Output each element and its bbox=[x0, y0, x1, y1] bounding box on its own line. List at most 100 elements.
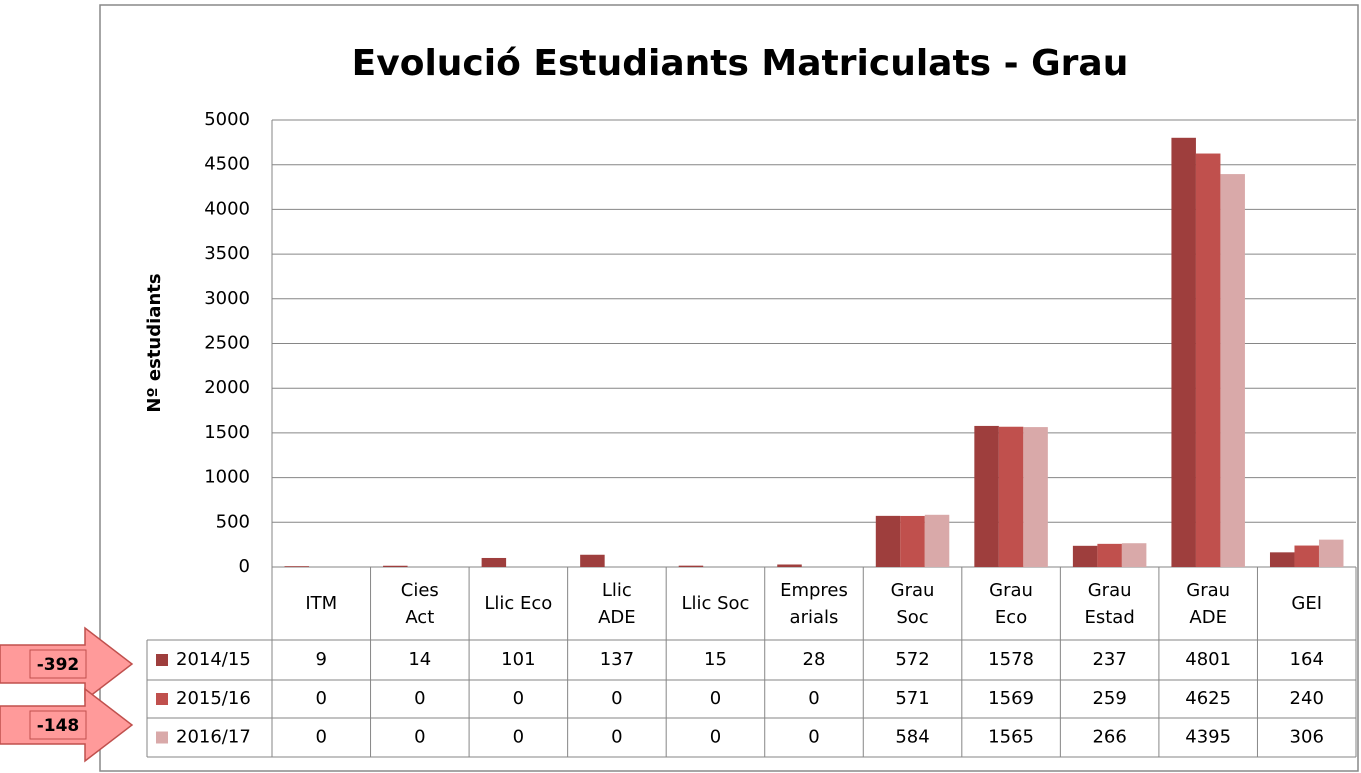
x-tick-label: Empres arials bbox=[780, 579, 848, 628]
bar bbox=[1171, 137, 1196, 568]
x-tick-label: Grau Eco bbox=[989, 579, 1033, 628]
bar bbox=[1023, 427, 1048, 567]
bar bbox=[974, 425, 999, 567]
table-value: 0 bbox=[710, 727, 721, 748]
chart-title: Evolució Estudiants Matriculats - Grau bbox=[352, 43, 1129, 84]
table-value: 9 bbox=[316, 649, 327, 670]
bar bbox=[1294, 545, 1319, 567]
bar bbox=[284, 566, 310, 567]
table-value: 28 bbox=[803, 649, 826, 670]
bar bbox=[1269, 552, 1295, 567]
table-value: 584 bbox=[895, 727, 929, 748]
y-tick-label: 2500 bbox=[204, 333, 250, 354]
table-value: 1565 bbox=[988, 727, 1034, 748]
table-value: 0 bbox=[513, 688, 524, 709]
category-cell: Grau Estad bbox=[1084, 579, 1135, 628]
bar bbox=[481, 557, 507, 567]
annotation: -392 bbox=[37, 655, 80, 675]
bar bbox=[1072, 545, 1098, 567]
y-tick-label: 4500 bbox=[204, 154, 250, 175]
table-value: 0 bbox=[808, 688, 819, 709]
table-value: 15 bbox=[704, 649, 727, 670]
y-tick-label: 5000 bbox=[204, 109, 250, 130]
legend-label: 2014/15 bbox=[176, 649, 251, 670]
category-cell: Grau Eco bbox=[989, 579, 1033, 628]
arrow: -392 -148 bbox=[0, 626, 134, 763]
table-value: 0 bbox=[316, 688, 327, 709]
y-tick-label: 2000 bbox=[204, 377, 250, 398]
legend-label: 2016/17 bbox=[176, 727, 251, 748]
y-tick-label: 500 bbox=[216, 511, 250, 532]
bar bbox=[924, 514, 950, 567]
bar bbox=[900, 515, 925, 567]
category-cell: Llic ADE bbox=[598, 579, 636, 628]
category-cell: Llic Soc bbox=[681, 593, 750, 614]
bar bbox=[777, 564, 802, 567]
x-tick-label: Llic Eco bbox=[484, 593, 553, 614]
legend-swatch bbox=[156, 654, 168, 666]
y-tick-label: 1000 bbox=[204, 467, 250, 488]
bar bbox=[1097, 543, 1122, 567]
x-tick-label: GEI bbox=[1291, 593, 1323, 614]
x-tick-label: ITM bbox=[305, 593, 338, 614]
category-cell: Grau ADE bbox=[1186, 579, 1231, 628]
legend-swatch bbox=[156, 693, 168, 705]
table-value: 4801 bbox=[1185, 649, 1231, 670]
table-value: 0 bbox=[414, 688, 425, 709]
annotation-box bbox=[29, 710, 87, 740]
table-value: 259 bbox=[1092, 688, 1126, 709]
table-value: 0 bbox=[316, 727, 327, 748]
legend-swatch bbox=[156, 731, 168, 744]
x-tick-label: Grau Estad bbox=[1084, 579, 1135, 628]
category-cell: Empres arials bbox=[780, 579, 848, 628]
x-tick-label: Grau Soc bbox=[890, 579, 935, 628]
table-value: 306 bbox=[1290, 727, 1324, 748]
table-value: 571 bbox=[895, 688, 929, 709]
table-value: 137 bbox=[600, 649, 634, 670]
table-value: 4395 bbox=[1185, 727, 1231, 748]
table-value: 1569 bbox=[988, 688, 1034, 709]
category-cell: ITM bbox=[305, 593, 338, 614]
category-cell: Cies Act bbox=[400, 579, 439, 628]
bar bbox=[1121, 543, 1147, 567]
bar bbox=[383, 565, 408, 567]
bar bbox=[580, 554, 605, 567]
table-value: 237 bbox=[1092, 649, 1126, 670]
category-cell: GEI bbox=[1291, 593, 1323, 614]
table-value: 0 bbox=[611, 688, 622, 709]
annotation: -148 bbox=[37, 716, 80, 736]
y-tick-label: 4000 bbox=[204, 198, 250, 219]
category-cell: Llic Eco bbox=[484, 593, 553, 614]
table-value: 0 bbox=[513, 727, 524, 748]
table-value: 240 bbox=[1290, 688, 1324, 709]
table-value: 572 bbox=[895, 649, 929, 670]
bar bbox=[875, 515, 901, 567]
legend-label: 2015/16 bbox=[176, 688, 251, 709]
table-value: 0 bbox=[808, 727, 819, 748]
y-tick-label: 1500 bbox=[204, 422, 250, 443]
table-value: 0 bbox=[611, 727, 622, 748]
bar bbox=[1318, 539, 1344, 567]
y-tick-label: 3000 bbox=[204, 288, 250, 309]
table-value: 14 bbox=[408, 649, 431, 670]
table-value: 0 bbox=[414, 727, 425, 748]
table-value: 266 bbox=[1092, 727, 1126, 748]
y-tick-label: 0 bbox=[239, 556, 250, 577]
x-tick-label: Llic ADE bbox=[598, 579, 636, 628]
bar bbox=[1195, 153, 1221, 567]
table-value: 101 bbox=[501, 649, 535, 670]
table-value: 1578 bbox=[988, 649, 1034, 670]
bar bbox=[998, 426, 1024, 567]
y-axis-label: Nº estudiants bbox=[144, 273, 165, 412]
table-value: 164 bbox=[1290, 649, 1324, 670]
bar bbox=[678, 565, 704, 567]
annotation-box bbox=[29, 649, 87, 679]
x-tick-label: Llic Soc bbox=[681, 593, 750, 614]
x-tick-label: Grau ADE bbox=[1186, 579, 1231, 628]
bar bbox=[1220, 174, 1245, 567]
x-tick-label: Cies Act bbox=[400, 579, 439, 628]
y-tick-label: 3500 bbox=[204, 243, 250, 264]
table-value: 0 bbox=[710, 688, 721, 709]
category-cell: Grau Soc bbox=[890, 579, 935, 628]
